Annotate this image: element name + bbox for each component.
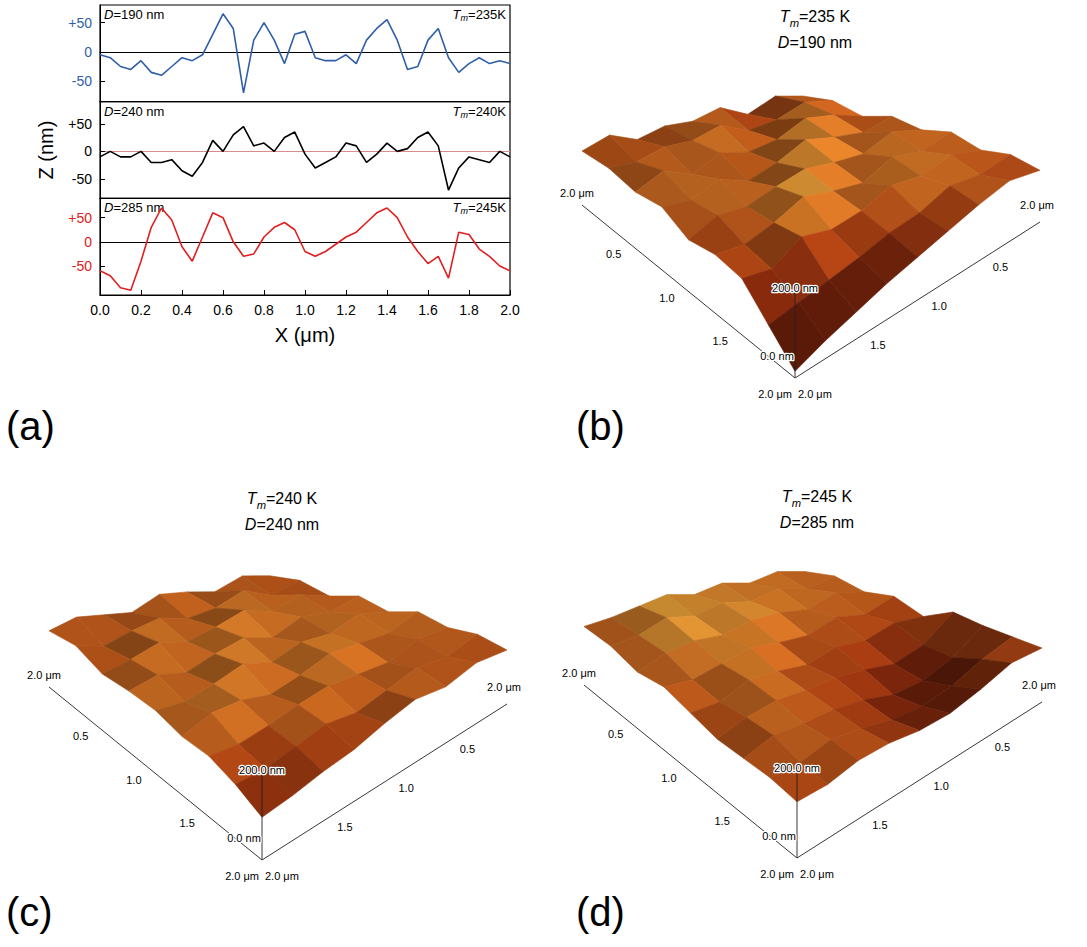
svg-text:1.0: 1.0 (126, 774, 141, 786)
svg-text:0: 0 (84, 143, 92, 159)
svg-text:1.5: 1.5 (712, 335, 727, 347)
svg-text:D: D (104, 7, 113, 22)
html-text:Tm: Tm (452, 103, 469, 120)
svg-text:=235K: =235K (468, 7, 506, 22)
svg-text:+50: +50 (68, 210, 92, 226)
svg-text:2.0 μm: 2.0 μm (798, 388, 832, 400)
svg-text:Tm=235 K: Tm=235 K (780, 8, 851, 29)
svg-text:-50: -50 (72, 73, 92, 89)
svg-text:2.0 μm: 2.0 μm (1020, 199, 1054, 211)
svg-text:=245K: =245K (468, 200, 506, 215)
svg-text:Tm=245 K: Tm=245 K (782, 488, 853, 509)
svg-text:2.0: 2.0 (500, 302, 520, 318)
svg-text:2.0 μm: 2.0 μm (27, 669, 61, 681)
svg-text:1.8: 1.8 (459, 302, 479, 318)
html-text:Tm: Tm (452, 7, 469, 23)
svg-text:1.5: 1.5 (870, 339, 885, 351)
svg-text:D=285 nm: D=285 nm (780, 514, 854, 531)
svg-text:0.4: 0.4 (172, 302, 192, 318)
svg-text:200.0 nm: 200.0 nm (774, 762, 820, 774)
svg-text:-50: -50 (72, 258, 92, 274)
svg-text:(d): (d) (576, 890, 625, 934)
svg-text:(c): (c) (6, 890, 53, 934)
svg-text:1.0: 1.0 (399, 782, 414, 794)
svg-text:0.6: 0.6 (213, 302, 233, 318)
svg-text:+50: +50 (68, 116, 92, 132)
svg-text:2.0 μm: 2.0 μm (758, 388, 792, 400)
html-text:Tm: Tm (452, 200, 469, 217)
svg-text:0.5: 0.5 (73, 730, 88, 742)
svg-text:+50: +50 (68, 15, 92, 31)
svg-text:-50: -50 (72, 171, 92, 187)
svg-text:2.0 μm: 2.0 μm (265, 870, 299, 882)
svg-text:0.5: 0.5 (608, 728, 623, 740)
svg-text:200.0 nm: 200.0 nm (239, 764, 285, 776)
svg-text:(b): (b) (576, 404, 625, 448)
svg-text:0: 0 (84, 44, 92, 60)
svg-text:1.0: 1.0 (661, 772, 676, 784)
svg-text:2.0 μm: 2.0 μm (1022, 679, 1056, 691)
svg-text:2.0 μm: 2.0 μm (487, 681, 521, 693)
svg-text:1.5: 1.5 (179, 817, 194, 829)
svg-text:0.2: 0.2 (131, 302, 151, 318)
svg-text:1.0: 1.0 (932, 300, 947, 312)
svg-text:1.5: 1.5 (714, 815, 729, 827)
svg-text:=240K: =240K (468, 104, 506, 119)
svg-text:2.0 μm: 2.0 μm (760, 868, 794, 880)
svg-text:=285 nm: =285 nm (113, 200, 164, 215)
svg-text:2.0 μm: 2.0 μm (560, 187, 594, 199)
svg-text:1.2: 1.2 (336, 302, 356, 318)
svg-text:=190 nm: =190 nm (113, 7, 164, 22)
svg-text:0.5: 0.5 (995, 741, 1010, 753)
svg-text:0.5: 0.5 (606, 248, 621, 260)
svg-text:0: 0 (84, 234, 92, 250)
svg-text:Tm=240 K: Tm=240 K (247, 490, 318, 511)
svg-text:2.0 μm: 2.0 μm (800, 868, 834, 880)
svg-text:0.0 nm: 0.0 nm (227, 832, 261, 844)
svg-text:0.0: 0.0 (90, 302, 110, 318)
svg-text:(a): (a) (6, 404, 55, 448)
svg-text:D=190 nm: D=190 nm (778, 34, 852, 51)
svg-text:0.5: 0.5 (993, 261, 1008, 273)
svg-text:1.0: 1.0 (295, 302, 315, 318)
svg-text:D: D (104, 104, 113, 119)
svg-text:1.4: 1.4 (377, 302, 397, 318)
svg-text:X (μm): X (μm) (275, 324, 335, 346)
svg-text:1.0: 1.0 (934, 780, 949, 792)
svg-text:Z (nm): Z (nm) (35, 121, 57, 180)
svg-text:2.0 μm: 2.0 μm (562, 667, 596, 679)
svg-text:D=240 nm: D=240 nm (245, 516, 319, 533)
svg-text:0.0 nm: 0.0 nm (762, 830, 796, 842)
svg-text:0.5: 0.5 (460, 743, 475, 755)
svg-text:2.0 μm: 2.0 μm (225, 870, 259, 882)
svg-text:D: D (104, 200, 113, 215)
svg-text:1.0: 1.0 (659, 292, 674, 304)
svg-text:0.8: 0.8 (254, 302, 274, 318)
svg-text:1.6: 1.6 (418, 302, 438, 318)
svg-text:=240 nm: =240 nm (113, 104, 164, 119)
svg-text:0.0 nm: 0.0 nm (760, 350, 794, 362)
svg-text:1.5: 1.5 (872, 819, 887, 831)
svg-text:200.0 nm: 200.0 nm (772, 282, 818, 294)
svg-text:1.5: 1.5 (337, 821, 352, 833)
